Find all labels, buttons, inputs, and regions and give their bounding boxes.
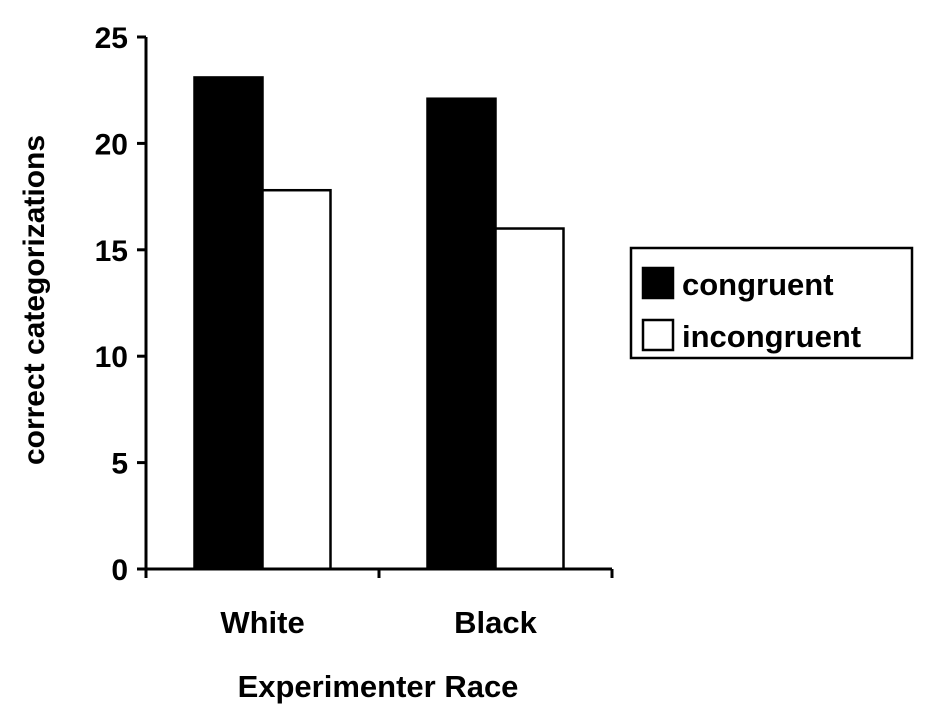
legend-label-congruent: congruent [682, 267, 834, 302]
y-tick-label: 0 [111, 554, 128, 587]
y-tick-label: 10 [95, 341, 128, 374]
bar-congruent-black [426, 97, 497, 571]
bars [193, 76, 565, 571]
bar-incongruent-black [494, 227, 565, 571]
x-tick-label: White [220, 605, 304, 640]
x-axis-ticks: White Black [144, 569, 614, 640]
legend-frame [629, 246, 914, 360]
y-tick-label: 20 [95, 128, 128, 161]
y-axis-ticks: 0 5 10 15 20 25 [95, 22, 146, 587]
x-tick-label: Black [454, 605, 537, 640]
y-tick-label: 5 [111, 448, 128, 481]
legend: congruent incongruent [629, 246, 914, 360]
legend-swatch-incongruent [641, 318, 675, 352]
legend-items: congruent incongruent [641, 266, 861, 354]
legend-swatch-congruent [641, 266, 675, 300]
y-tick-label: 15 [95, 235, 128, 268]
x-axis-title: Experimenter Race [238, 669, 519, 704]
legend-label-incongruent: incongruent [682, 319, 861, 354]
plot-area: 0 5 10 15 20 25 White Black [95, 22, 614, 640]
bar-congruent-white [193, 76, 264, 571]
y-axis-title: correct categorizations [18, 135, 51, 465]
bar-incongruent-white [261, 188, 332, 571]
y-tick-label: 25 [95, 22, 128, 55]
